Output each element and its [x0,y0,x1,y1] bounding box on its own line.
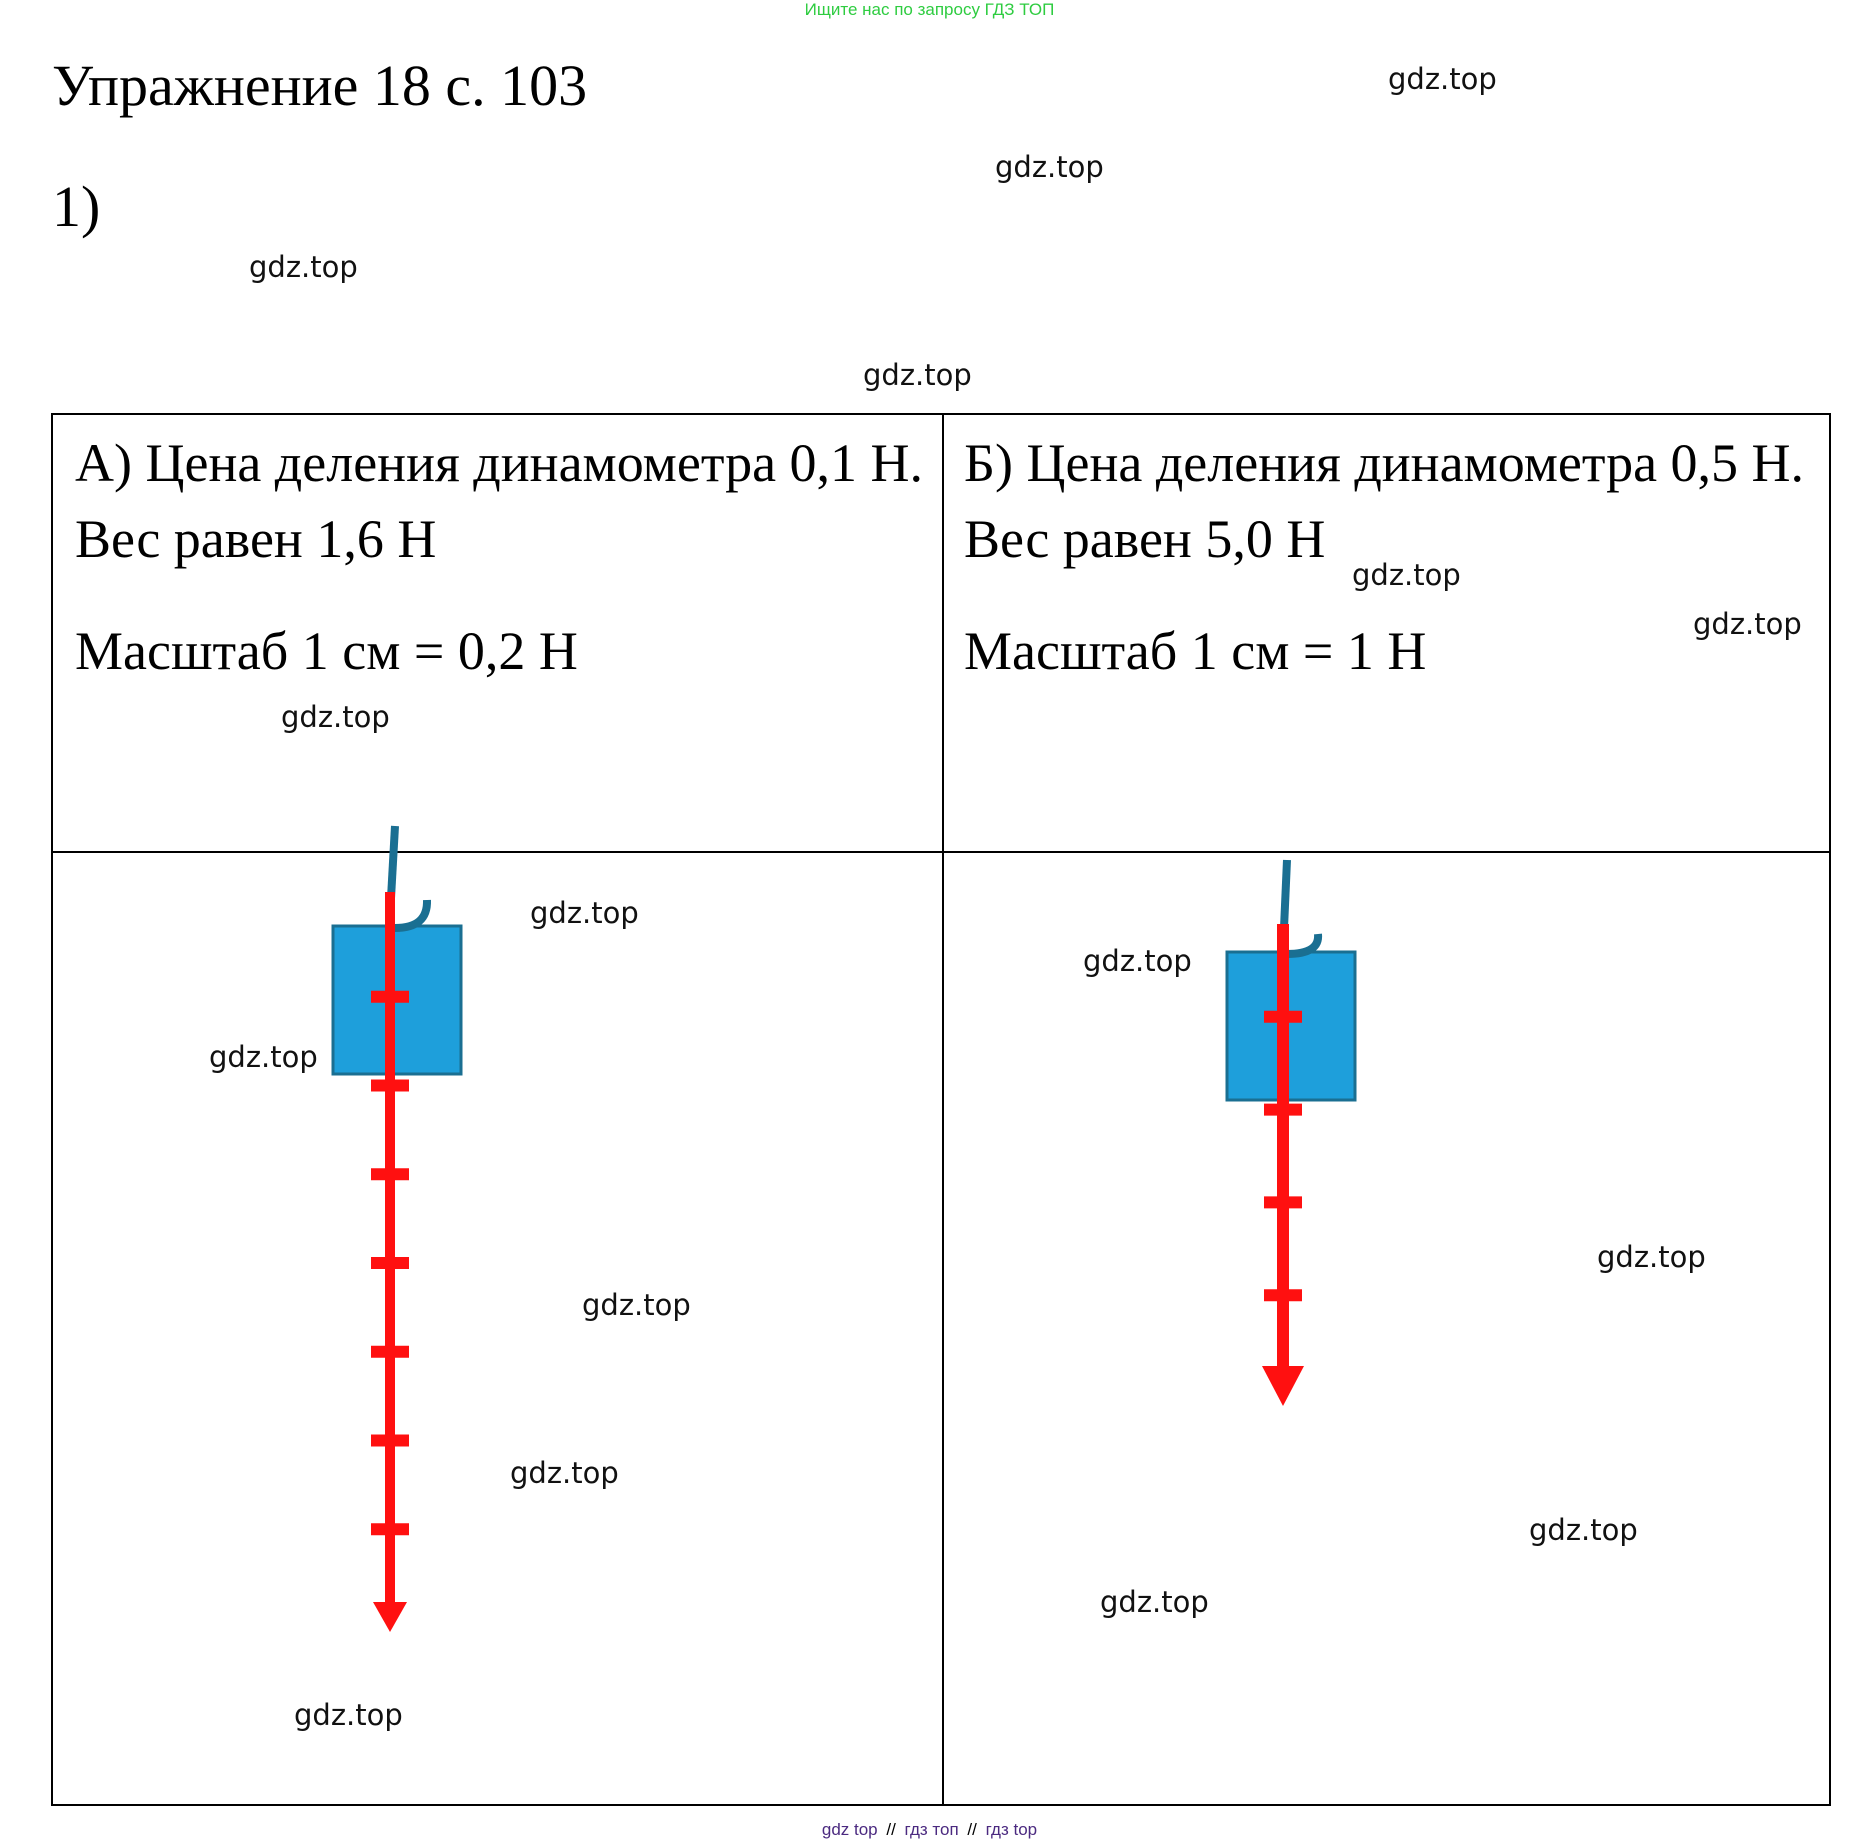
diagram-b-hook [1286,933,1323,958]
cell-b-description: Б) Цена деления динамометра 0,5 Н. Вес р… [964,433,1805,569]
watermark: gdz.top [209,1040,318,1074]
diagram-a [331,825,463,1632]
cell-a-scale: Масштаб 1 см = 0,2 Н [75,621,578,681]
watermark: gdz.top [249,250,358,284]
row-divider [53,851,1829,853]
watermark: gdz.top [1100,1585,1209,1619]
diagram-a-string [387,825,399,899]
watermark: gdz.top [294,1698,403,1732]
watermark: gdz.top [1083,944,1192,978]
diagram-b-arrowhead [1262,1366,1304,1406]
diagram-b [1225,859,1357,1406]
watermark: gdz.top [1352,558,1461,592]
watermark: gdz.top [582,1288,691,1322]
watermark: gdz.top [1597,1240,1706,1274]
diagram-b-ticks [1264,1010,1302,1302]
watermark: gdz.top [995,150,1104,184]
diagram-b-block [1225,950,1357,1102]
diagram-a-ticks [371,990,409,1536]
footer-separator: // [886,1820,896,1839]
watermark: gdz.top [1388,62,1497,96]
watermark: gdz.top [1693,607,1802,641]
footer-link-3[interactable]: гдз top [985,1820,1038,1839]
diagram-b-string [1280,859,1291,929]
answer-table: А) Цена деления динамометра 0,1 Н. Вес р… [51,413,1831,1806]
task-number: 1) [52,174,101,239]
footer: gdz top // гдз топ // гдз top [0,1820,1859,1840]
footer-separator: // [967,1820,977,1839]
diagram-a-arrowhead [373,1602,407,1632]
watermark: gdz.top [863,358,972,392]
column-divider [942,415,944,1804]
cell-a-description: А) Цена деления динамометра 0,1 Н. Вес р… [75,433,924,569]
watermark: gdz.top [281,700,390,734]
search-banner[interactable]: Ищите нас по запросу ГДЗ ТОП [804,0,1055,19]
cell-b-scale: Масштаб 1 см = 1 Н [964,621,1427,681]
page-title: Упражнение 18 с. 103 [52,53,588,118]
watermark: gdz.top [510,1456,619,1490]
footer-link-1[interactable]: gdz top [821,1820,878,1839]
diagram-a-hook [394,899,431,932]
watermark: gdz.top [530,896,639,930]
footer-link-2[interactable]: гдз топ [904,1820,959,1839]
watermark: gdz.top [1529,1513,1638,1547]
